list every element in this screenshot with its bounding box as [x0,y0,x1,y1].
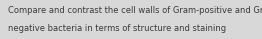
Text: Compare and contrast the cell walls of Gram-positive and Gram-: Compare and contrast the cell walls of G… [8,6,262,15]
Text: negative bacteria in terms of structure and staining: negative bacteria in terms of structure … [8,24,226,33]
